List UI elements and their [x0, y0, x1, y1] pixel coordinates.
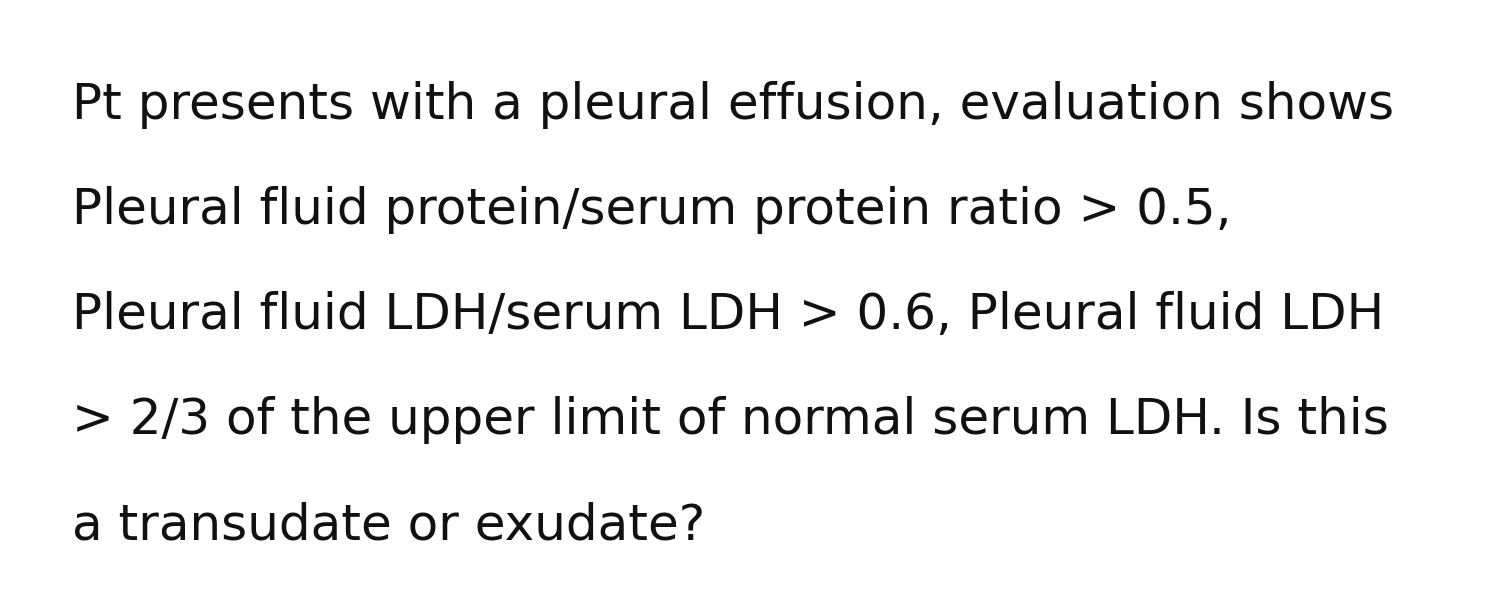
Text: a transudate or exudate?: a transudate or exudate?	[72, 501, 705, 549]
Text: Pleural fluid protein/serum protein ratio > 0.5,: Pleural fluid protein/serum protein rati…	[72, 186, 1231, 234]
Text: Pt presents with a pleural effusion, evaluation shows: Pt presents with a pleural effusion, eva…	[72, 81, 1394, 129]
Text: > 2/3 of the upper limit of normal serum LDH. Is this: > 2/3 of the upper limit of normal serum…	[72, 396, 1389, 444]
Text: Pleural fluid LDH/serum LDH > 0.6, Pleural fluid LDH: Pleural fluid LDH/serum LDH > 0.6, Pleur…	[72, 291, 1384, 339]
